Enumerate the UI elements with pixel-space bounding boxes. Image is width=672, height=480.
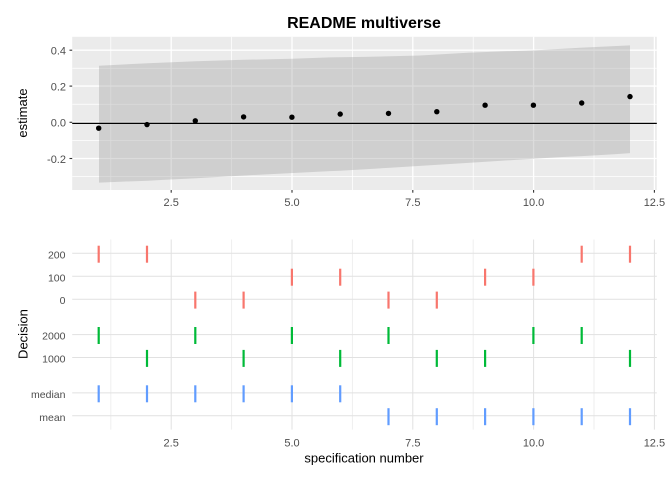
svg-text:-0.2: -0.2 — [47, 154, 66, 166]
svg-text:7.5: 7.5 — [405, 197, 420, 209]
svg-text:2.5: 2.5 — [164, 437, 179, 449]
svg-text:1000: 1000 — [42, 354, 66, 366]
svg-text:10.0: 10.0 — [523, 197, 544, 209]
svg-text:0.4: 0.4 — [51, 46, 66, 58]
svg-text:12.5: 12.5 — [644, 197, 665, 209]
svg-text:Decision: Decision — [16, 309, 31, 359]
svg-text:0.0: 0.0 — [51, 118, 66, 130]
svg-text:5.0: 5.0 — [284, 437, 299, 449]
svg-text:0: 0 — [60, 295, 66, 307]
svg-text:10.0: 10.0 — [523, 437, 544, 449]
svg-text:5.0: 5.0 — [284, 197, 299, 209]
svg-text:200: 200 — [48, 249, 66, 261]
svg-text:2.5: 2.5 — [164, 197, 179, 209]
svg-text:2000: 2000 — [42, 331, 66, 343]
svg-text:12.5: 12.5 — [644, 437, 665, 449]
svg-text:README multiverse: README multiverse — [287, 15, 441, 32]
svg-text:specification number: specification number — [304, 451, 424, 466]
svg-text:mean: mean — [39, 412, 65, 424]
svg-text:0.2: 0.2 — [51, 82, 66, 94]
svg-text:100: 100 — [48, 272, 66, 284]
svg-text:7.5: 7.5 — [405, 437, 420, 449]
svg-text:median: median — [31, 389, 66, 401]
svg-text:estimate: estimate — [15, 88, 30, 137]
